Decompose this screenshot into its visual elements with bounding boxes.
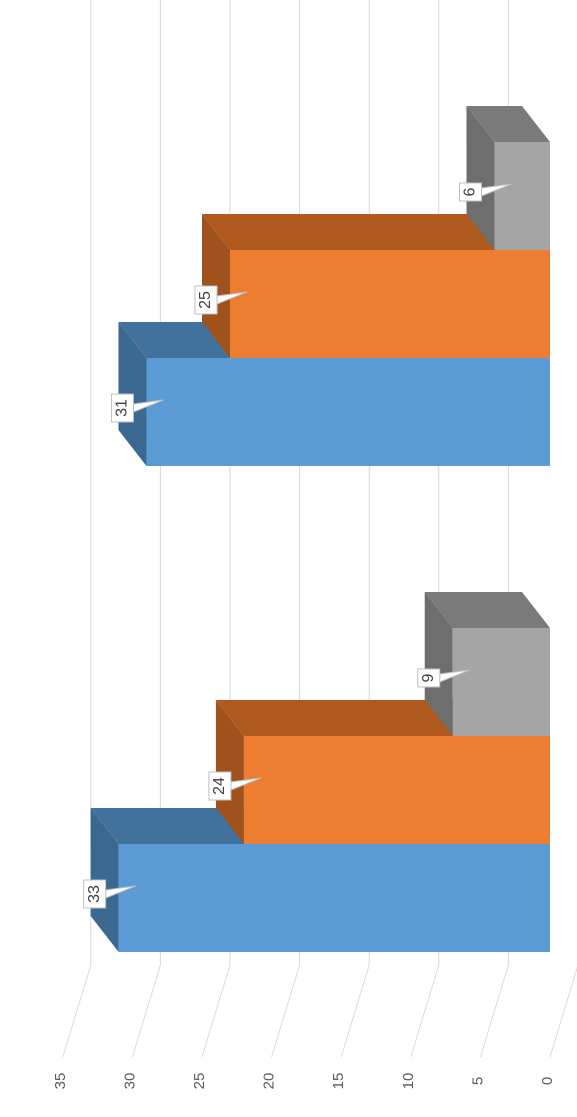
bar-front-face bbox=[146, 358, 551, 466]
floor-gridline bbox=[271, 964, 301, 1058]
data-label: 6 bbox=[458, 182, 512, 202]
value-tick-label: 30 bbox=[121, 1073, 138, 1090]
bar-front-face bbox=[243, 736, 551, 844]
data-label: 33 bbox=[83, 879, 136, 909]
floor-gridline bbox=[410, 964, 440, 1058]
data-label-text: 24 bbox=[211, 777, 228, 795]
data-label: 25 bbox=[194, 285, 248, 315]
data-label: 31 bbox=[110, 393, 164, 423]
data-label-text: 25 bbox=[197, 291, 214, 309]
floor-gridline bbox=[62, 964, 92, 1058]
bar-end-face bbox=[466, 106, 495, 250]
bar-front-face bbox=[230, 250, 550, 358]
value-tick-label: 10 bbox=[400, 1073, 417, 1090]
data-label-text: 33 bbox=[86, 885, 103, 903]
value-tick-label: 0 bbox=[539, 1077, 556, 1085]
data-label-text: 9 bbox=[420, 673, 437, 682]
floor-gridline bbox=[340, 964, 370, 1058]
data-label: 9 bbox=[417, 668, 470, 688]
bar-end-face bbox=[424, 592, 453, 736]
floor-gridline bbox=[131, 964, 161, 1058]
value-axis-ticks: 0 5 10 15 20 25 30 35 bbox=[52, 1073, 556, 1090]
data-labels: 33 24 9 31 25 6 bbox=[83, 182, 512, 909]
bars bbox=[90, 106, 551, 952]
floor-gridline bbox=[201, 964, 231, 1058]
floor-gridline bbox=[479, 964, 509, 1058]
bar-front-face bbox=[118, 844, 550, 952]
data-label-text: 31 bbox=[114, 399, 131, 417]
value-tick-label: 25 bbox=[191, 1073, 208, 1090]
data-label-text: 6 bbox=[462, 187, 479, 196]
bar bbox=[202, 214, 550, 358]
value-tick-label: 35 bbox=[52, 1073, 69, 1090]
bar bbox=[466, 106, 550, 250]
data-label: 24 bbox=[208, 771, 262, 801]
bar-top-face bbox=[202, 214, 550, 250]
bar-top-face bbox=[424, 592, 550, 628]
bar-top-face bbox=[466, 106, 550, 142]
value-tick-label: 15 bbox=[330, 1073, 347, 1090]
bar-front-face bbox=[494, 142, 550, 250]
bar-front-face bbox=[452, 628, 550, 736]
value-tick-label: 5 bbox=[469, 1077, 486, 1085]
floor-gridline bbox=[549, 966, 577, 1058]
bar bbox=[424, 592, 550, 736]
value-tick-label: 20 bbox=[261, 1073, 278, 1090]
